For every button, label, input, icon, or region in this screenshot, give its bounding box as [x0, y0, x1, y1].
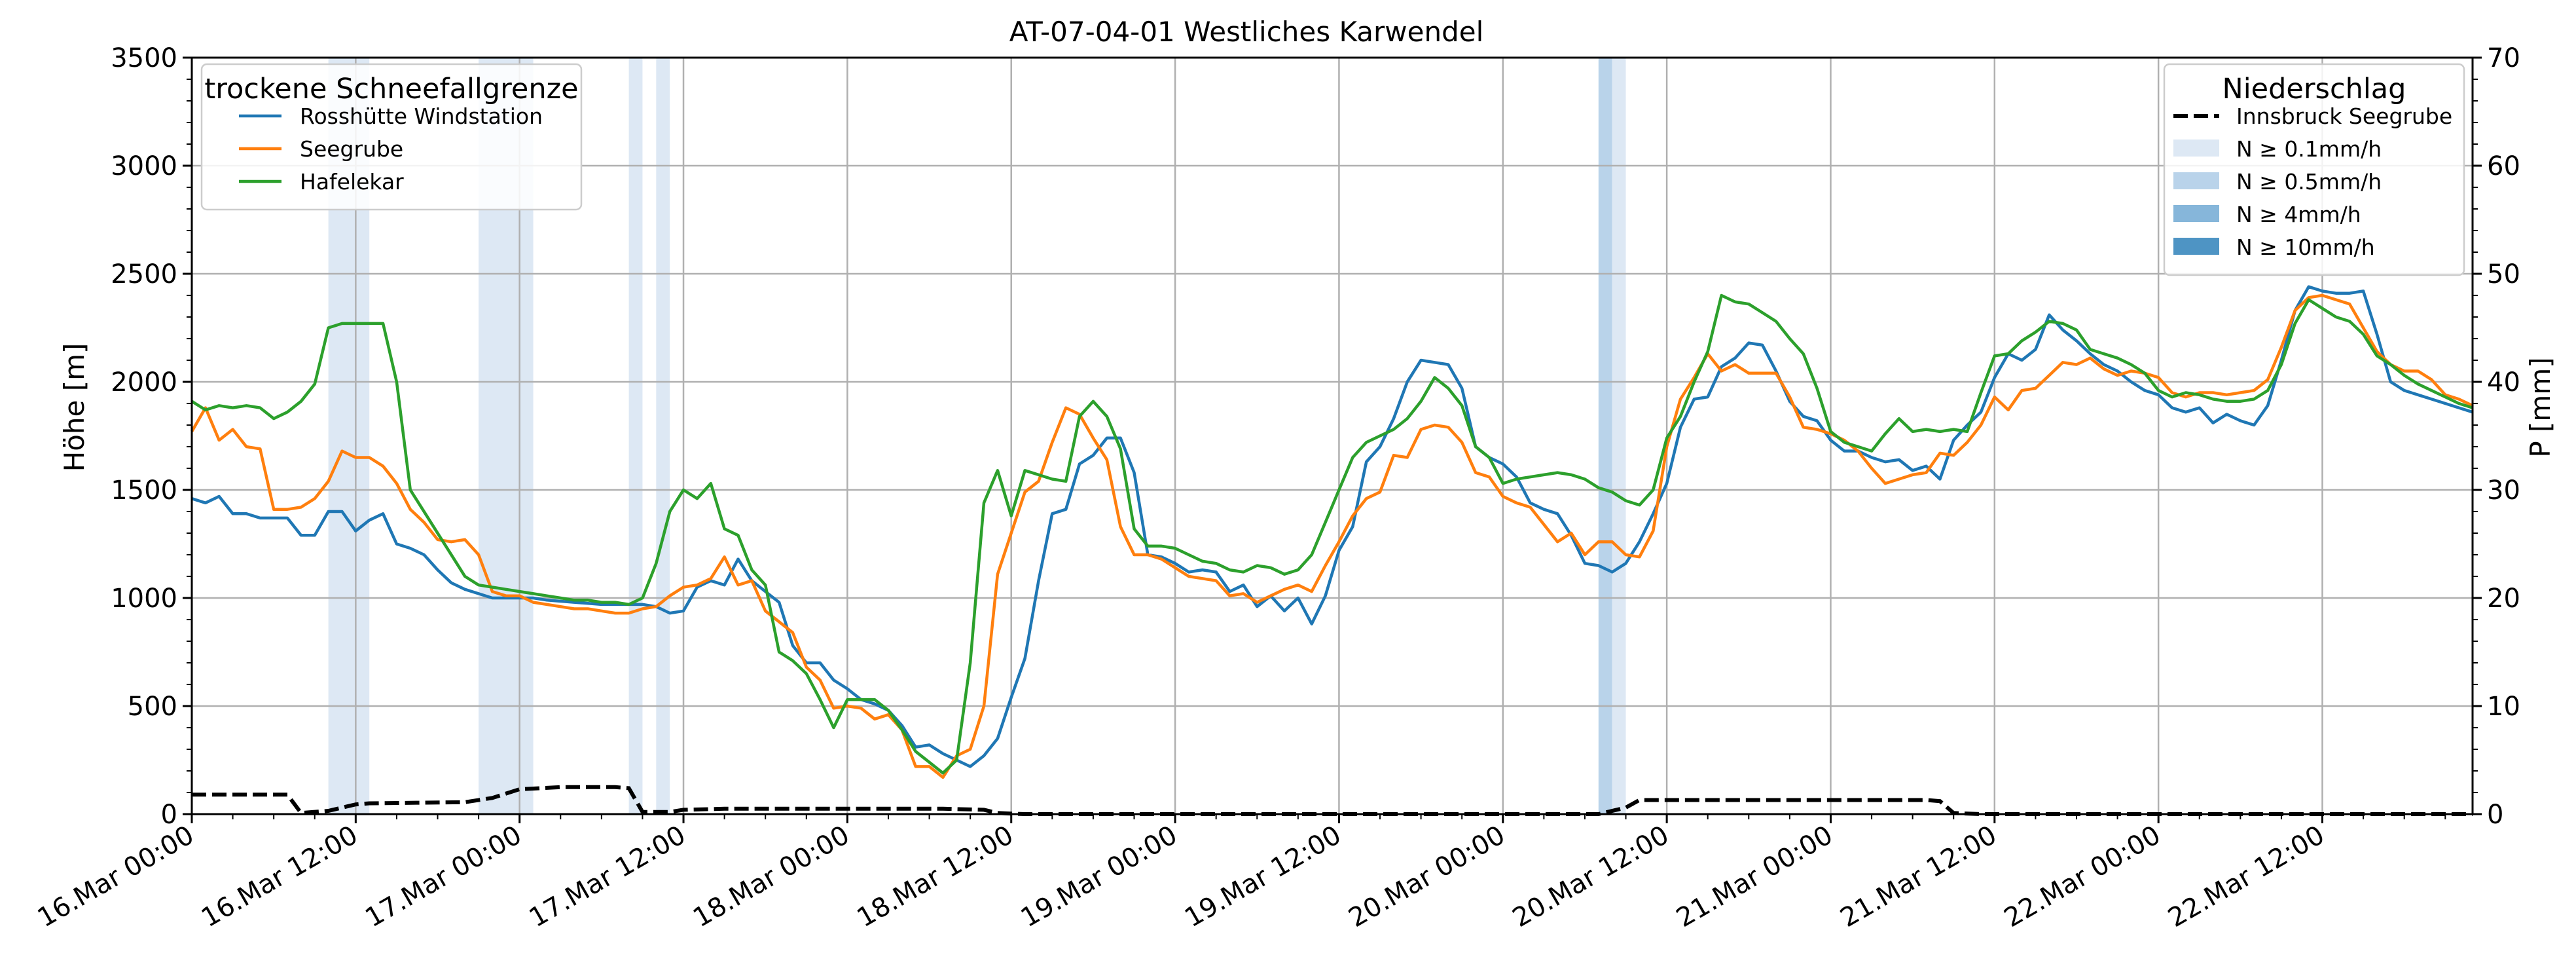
x-tick-label-3: 17.Mar 12:00	[524, 820, 691, 933]
x-tick-label-10: 21.Mar 00:00	[1671, 820, 1838, 933]
legend-right-entry-1: N ≥ 0.1mm/h	[2236, 136, 2382, 162]
precip-line	[192, 785, 2473, 816]
x-tick-label-11: 21.Mar 12:00	[1836, 820, 2002, 933]
series-line-2	[190, 293, 2473, 775]
x-tick-label-8: 20.Mar 00:00	[1343, 820, 1510, 933]
series-line-0	[191, 285, 2473, 768]
legend-left-entry-1: Seegrube	[300, 136, 403, 162]
legend-left-entry-0: Rosshütte Windstation	[300, 103, 543, 129]
y-left-tick-label-0: 0	[161, 800, 177, 830]
legend-right-title: Niederschlag	[2222, 73, 2406, 105]
y-right-tick-label-2: 20	[2487, 584, 2520, 614]
precip-band-5	[1612, 58, 1626, 814]
y-axis-right-label: P [mm]	[2524, 357, 2556, 457]
precip-band-4	[1598, 58, 1612, 814]
legend-right-entry-3: N ≥ 4mm/h	[2236, 202, 2361, 227]
plot-frame	[190, 56, 2474, 815]
series-line-1	[190, 293, 2473, 779]
y-left-tick-label-7: 3500	[111, 43, 177, 73]
x-tick-label-13: 22.Mar 12:00	[2163, 820, 2329, 933]
x-tick-label-2: 17.Mar 00:00	[360, 820, 526, 933]
y-left-tick-label-4: 2000	[111, 367, 177, 398]
y-right-tick-label-4: 40	[2487, 367, 2520, 398]
y-left-tick-label-5: 2500	[111, 259, 177, 289]
x-tick-label-9: 20.Mar 12:00	[1508, 820, 1674, 933]
legend-right-swatch-1	[2173, 140, 2219, 157]
x-tick-label-0: 16.Mar 00:00	[33, 820, 199, 933]
legend-left-box	[200, 63, 583, 211]
legend-right-swatch-4	[2173, 238, 2219, 255]
x-tick-label-5: 18.Mar 12:00	[852, 820, 1018, 933]
y-left-tick-label-3: 1500	[111, 476, 177, 506]
legend-left-title: trockene Schneefallgrenze	[204, 73, 578, 105]
legend-right-swatch-3	[2173, 205, 2219, 222]
y-left-tick-label-2: 1000	[111, 584, 177, 614]
x-tick-label-7: 19.Mar 12:00	[1180, 820, 1346, 933]
legend-right-entry-2: N ≥ 0.5mm/h	[2236, 169, 2382, 195]
x-tick-label-1: 16.Mar 12:00	[196, 820, 363, 933]
y-right-tick-label-0: 0	[2487, 800, 2503, 830]
precip-band-2	[628, 58, 643, 814]
x-tick-label-12: 22.Mar 00:00	[1999, 820, 2166, 933]
legend-right-swatch-2	[2173, 172, 2219, 189]
legend-right-box	[2163, 63, 2465, 276]
y-right-tick-label-3: 30	[2487, 476, 2520, 506]
chart-title: AT-07-04-01 Westliches Karwendel	[1009, 16, 1484, 48]
data-series	[190, 285, 2473, 816]
legend-left-entry-2: Hafelekar	[300, 169, 404, 195]
y-right-tick-label-5: 50	[2487, 259, 2520, 289]
y-axis-left-label: Höhe [m]	[58, 343, 90, 472]
y-left-tick-label-1: 500	[128, 692, 177, 722]
legend-right-entry-0: Innsbruck Seegrube	[2236, 103, 2452, 129]
y-left-tick-label-6: 3000	[111, 151, 177, 181]
x-tick-label-6: 19.Mar 00:00	[1016, 820, 1182, 933]
y-right-tick-label-7: 70	[2487, 43, 2520, 73]
y-right-tick-label-1: 10	[2487, 692, 2520, 722]
legend-right-entry-4: N ≥ 10mm/h	[2236, 234, 2375, 260]
precip-band-3	[656, 58, 670, 814]
y-right-tick-label-6: 60	[2487, 151, 2520, 181]
x-tick-label-4: 18.Mar 00:00	[688, 820, 854, 933]
